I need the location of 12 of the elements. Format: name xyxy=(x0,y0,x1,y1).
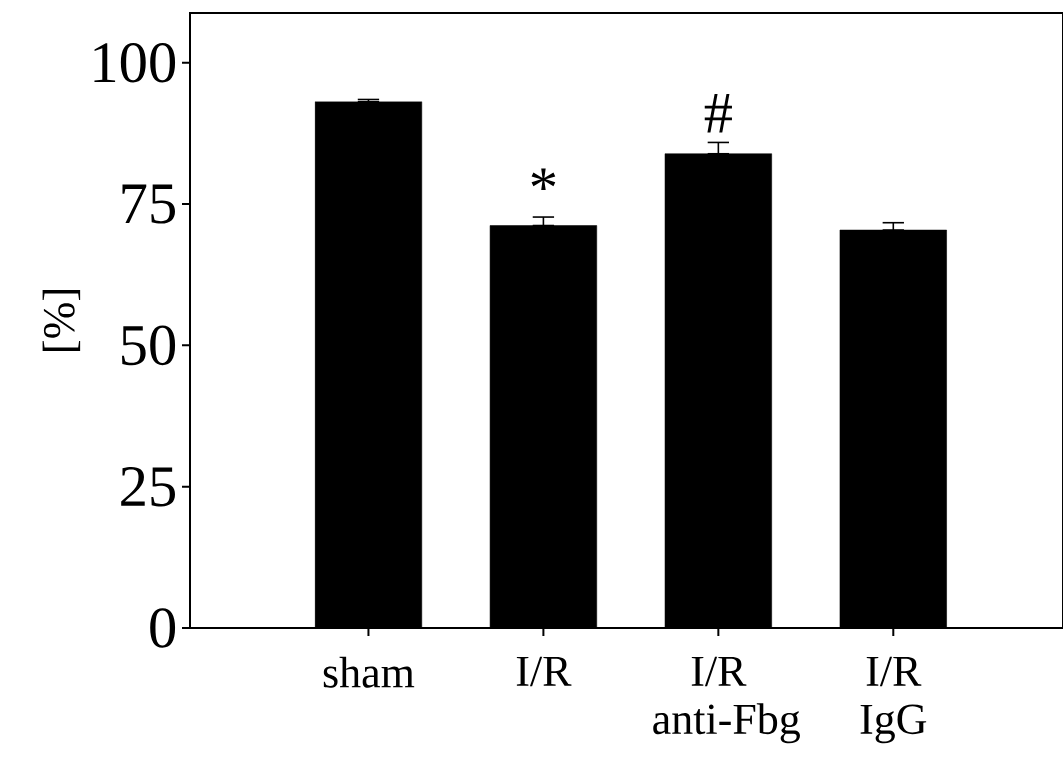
y-axis-title: [%] xyxy=(42,289,81,352)
x-tick-label: I/R IgG xyxy=(860,656,927,744)
y-tick-label: 75 xyxy=(122,184,175,224)
y-tick-label: 100 xyxy=(94,42,176,83)
x-tick-label: I/R anti-Fbg xyxy=(653,656,800,744)
x-tick-label: I/R xyxy=(516,656,572,687)
y-tick-label: 0 xyxy=(150,608,176,648)
x-tick-label: sham xyxy=(323,656,415,688)
annotation: * xyxy=(531,168,556,191)
y-tick-label: 25 xyxy=(121,466,175,507)
y-tick-label: 50 xyxy=(122,325,176,366)
annotation: # xyxy=(704,93,732,133)
